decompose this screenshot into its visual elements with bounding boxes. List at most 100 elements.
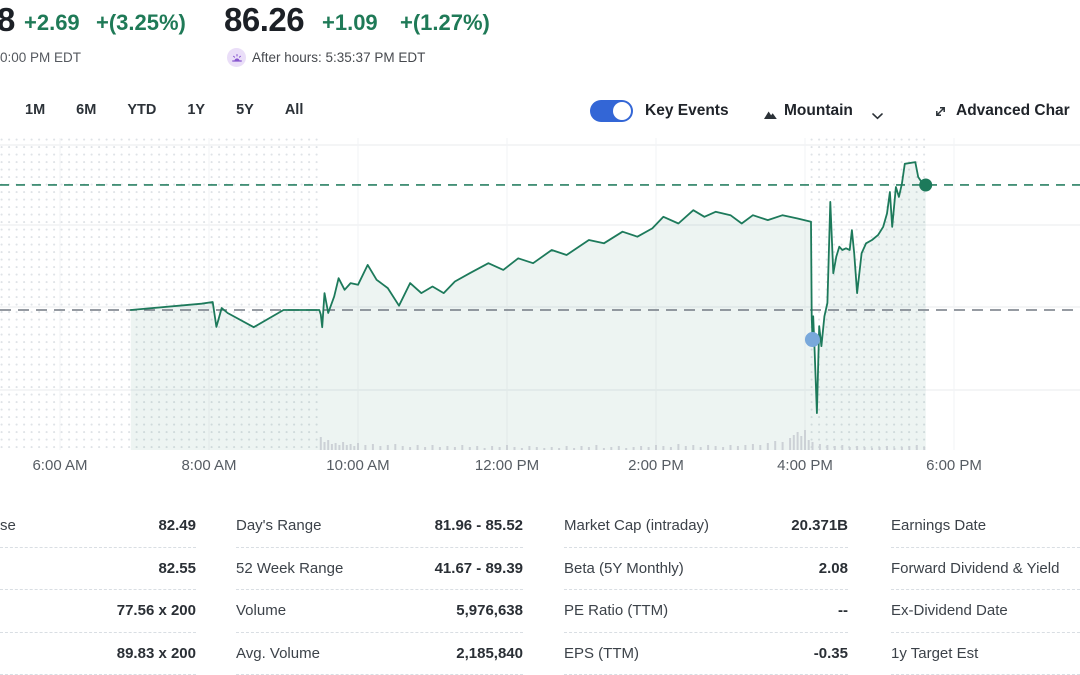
key-events-toggle[interactable] — [590, 100, 633, 122]
area-fill — [130, 162, 926, 450]
volume-bar — [565, 446, 568, 450]
volume-bar — [647, 447, 650, 450]
premarket-shading — [0, 138, 321, 450]
volume-bar — [900, 447, 903, 450]
regular-change-percent: +(3.25%) — [96, 10, 186, 35]
after-hours-change: +1.09 — [322, 10, 378, 35]
volume-bar — [394, 444, 397, 450]
tab-range-ytd[interactable]: YTD — [127, 102, 157, 118]
volume-bar — [729, 445, 732, 450]
volume-bar — [677, 444, 680, 450]
volume-bar — [386, 445, 389, 450]
after-hours-price: 86.26 — [224, 1, 305, 38]
stat-row: 77.56 x 200 — [0, 590, 196, 633]
tab-range-5y[interactable]: 5Y — [236, 102, 254, 118]
stat-value: -0.35 — [813, 644, 848, 662]
volume-bar — [856, 446, 859, 450]
volume-bar — [617, 446, 620, 450]
stat-value: 89.83 x 200 — [116, 644, 196, 662]
stat-label: 52 Week Range — [236, 559, 344, 577]
x-axis-tick-label: 6:00 AM — [32, 457, 87, 474]
stat-label: Market Cap (intraday) — [564, 517, 710, 535]
volume-bar — [833, 446, 836, 450]
stat-row: Day's Range 81.96 - 85.52 — [236, 505, 523, 548]
volume-bar — [863, 447, 866, 450]
volume-bar — [446, 446, 449, 450]
volume-bar — [476, 446, 479, 450]
volume-bar — [319, 437, 322, 450]
volume-bar — [342, 442, 345, 450]
stat-label: Forward Dividend & Yield — [891, 559, 1060, 577]
volume-bar — [841, 445, 844, 450]
stat-row: EPS (TTM) -0.35 — [564, 633, 848, 675]
volume-bar — [580, 446, 583, 450]
tab-range-all[interactable]: All — [284, 102, 304, 118]
x-axis-tick-label: 8:00 AM — [181, 457, 236, 474]
advanced-chart-link[interactable]: Advanced Char — [956, 102, 1070, 119]
x-axis-tick-label: 6:00 PM — [926, 457, 982, 474]
volume-bar — [528, 446, 531, 450]
volume-bar — [796, 432, 799, 450]
stat-value: 81.96 - 85.52 — [434, 517, 523, 535]
stat-row: se 82.49 — [0, 505, 196, 548]
stat-value: 82.55 — [158, 559, 196, 577]
volume-bar — [550, 447, 553, 450]
key-events-label: Key Events — [645, 102, 729, 119]
volume-bar — [848, 447, 851, 450]
volume-bar — [506, 445, 508, 450]
volume-bar — [357, 443, 359, 450]
stat-value: 41.67 - 89.39 — [434, 559, 523, 577]
volume-bar — [401, 446, 404, 450]
expand-arrows-icon — [933, 104, 948, 124]
volume-bar — [468, 447, 471, 450]
stat-row: Forward Dividend & Yield — [891, 548, 1080, 590]
volume-bar — [461, 445, 464, 450]
chart-toolbar: 1M 6M YTD 1Y 5Y All Key Events Mountain Advan… — [0, 99, 1080, 129]
volume-bar — [438, 447, 441, 450]
stat-value: 2.08 — [818, 559, 848, 577]
volume-bar — [915, 445, 918, 450]
volume-bar — [349, 444, 352, 450]
volume-bar — [587, 447, 590, 450]
stat-label: Volume — [236, 602, 287, 620]
volume-bar — [543, 448, 546, 450]
tab-range-6m[interactable]: 6M — [76, 102, 97, 118]
x-axis-tick-label: 4:00 PM — [777, 457, 833, 474]
moon-over-horizon-icon — [227, 48, 246, 67]
volume-bar — [789, 438, 792, 450]
stat-row: Beta (5Y Monthly) 2.08 — [564, 548, 848, 590]
volume-bar — [345, 445, 348, 450]
volume-bar — [453, 447, 456, 450]
price-chart[interactable]: 6:00 AM 8:00 AM 10:00 AM 12:00 PM 2:00 PM 4:0… — [0, 138, 1080, 475]
after-hours-start-marker — [804, 332, 820, 348]
volume-bar — [431, 445, 434, 450]
latest-price-marker — [919, 178, 933, 192]
stat-value: 20.371B — [791, 517, 848, 535]
volume-bar — [923, 447, 926, 450]
stat-label: Day's Range — [236, 517, 322, 535]
stats-column-3: Market Cap (intraday) 20.371B Beta (5Y Mon… — [564, 505, 848, 675]
volume-bar — [871, 448, 873, 450]
stat-row: Avg. Volume 2,185,840 — [236, 633, 523, 675]
volume-bar — [327, 440, 330, 450]
volume-bar — [781, 442, 784, 450]
chevron-down-icon — [872, 107, 883, 125]
volume-bar — [722, 447, 725, 450]
stat-row: 52 Week Range 41.67 - 89.39 — [236, 548, 523, 590]
volume-bar — [759, 445, 762, 450]
volume-bar — [766, 443, 769, 450]
stat-label: se — [0, 517, 16, 535]
regular-price-partial: 8 — [0, 1, 15, 38]
tab-range-1m[interactable]: 1M — [25, 102, 46, 118]
volume-bar — [416, 445, 419, 450]
volume-bar — [625, 448, 628, 450]
chart-type-selector[interactable]: Mountain — [784, 102, 853, 119]
stat-row: 1y Target Est — [891, 633, 1080, 675]
volume-bar — [684, 446, 687, 450]
tab-range-1y[interactable]: 1Y — [187, 102, 206, 118]
volume-bar — [353, 446, 356, 450]
stats-column-2: Day's Range 81.96 - 85.52 52 Week Range 41.… — [236, 505, 523, 675]
at-close-time-partial: 0:00 PM EDT — [0, 50, 82, 65]
stat-value: 2,185,840 — [456, 644, 523, 662]
after-hours-time-label: After hours: 5:35:37 PM EDT — [252, 50, 426, 65]
